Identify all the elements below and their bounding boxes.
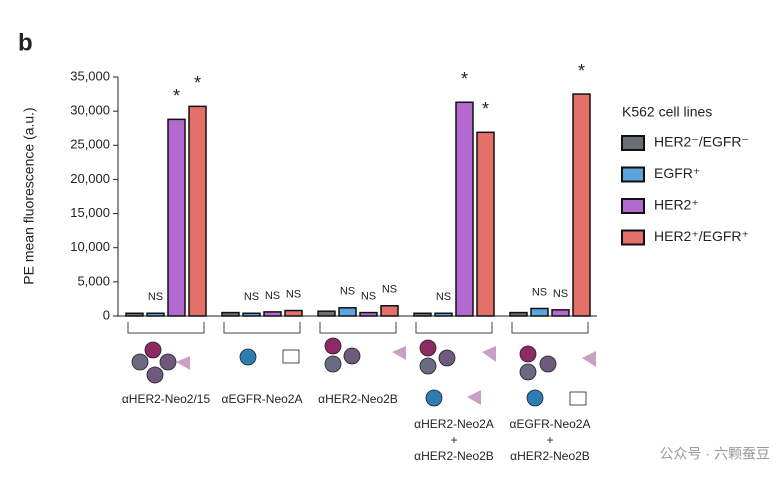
annotation: NS (244, 291, 259, 303)
panel-label: b (18, 29, 33, 56)
annotation: NS (553, 288, 568, 300)
legend-label: HER2⁺/EGFR⁺ (654, 228, 749, 244)
bar (146, 312, 165, 317)
y-axis-label: PE mean fluorescence (a.u.) (21, 107, 37, 284)
x-tick-label: αEGFR-Neo2A + αHER2-Neo2B (509, 417, 591, 463)
bar (509, 311, 528, 317)
bar (284, 309, 303, 317)
bracket (319, 322, 397, 334)
bar (572, 93, 591, 317)
y-tick-label: 25,000 (70, 137, 110, 152)
bar (476, 131, 495, 317)
legend-swatch (621, 229, 645, 246)
annotation: * (482, 99, 489, 119)
bracket (223, 322, 301, 334)
bracket (127, 322, 205, 334)
bar (530, 307, 549, 317)
x-tick-label: αHER2-Neo2A + αHER2-Neo2B (414, 417, 494, 463)
bar (413, 312, 432, 317)
bar (188, 105, 207, 317)
bar (242, 312, 261, 317)
legend-label: HER2⁺ (654, 197, 699, 213)
legend-title: K562 cell lines (622, 104, 712, 120)
legend-swatch (621, 135, 645, 151)
bar (455, 101, 474, 317)
legend-swatch (621, 166, 645, 183)
annotation: * (461, 69, 468, 89)
y-tick-label: 20,000 (70, 171, 110, 186)
annotation: NS (436, 291, 451, 303)
legend-swatch (621, 198, 645, 214)
bar (263, 311, 282, 317)
bracket (415, 322, 493, 334)
y-tick-label: 10,000 (70, 239, 110, 254)
bar (167, 118, 186, 317)
bar (338, 307, 357, 317)
annotation: * (194, 73, 201, 93)
icons (131, 337, 596, 407)
annotation: NS (361, 290, 376, 302)
bar (434, 312, 453, 317)
annotation: NS (340, 286, 355, 298)
bar (317, 310, 336, 317)
annotation: NS (382, 284, 397, 296)
y-tick-label: 35,000 (70, 68, 110, 83)
y-tick-label: 15,000 (70, 205, 110, 220)
annotation: * (173, 86, 180, 106)
bar (551, 309, 570, 317)
legend-label: EGFR⁺ (654, 165, 700, 181)
annotation: NS (265, 290, 280, 302)
legend-label: HER2⁻/EGFR⁻ (654, 134, 749, 150)
watermark: 公众号 · 六颗蚕豆 (660, 446, 770, 462)
annotation: NS (532, 286, 547, 298)
annotation: NS (148, 291, 163, 303)
bar (380, 305, 399, 317)
annotation: * (578, 61, 585, 81)
y-tick-label: 0 (103, 307, 110, 322)
bracket (511, 322, 589, 334)
bar (221, 311, 240, 317)
bar (359, 311, 378, 317)
x-tick-label: αHER2-Neo2/15 (121, 392, 211, 406)
y-tick-label: 30,000 (70, 103, 110, 118)
x-tick-label: αHER2-Neo2B (318, 392, 398, 406)
y-tick-label: 5,000 (77, 273, 110, 288)
annotation: NS (286, 288, 301, 300)
x-tick-label: αEGFR-Neo2A (221, 392, 303, 406)
bar (125, 312, 144, 317)
